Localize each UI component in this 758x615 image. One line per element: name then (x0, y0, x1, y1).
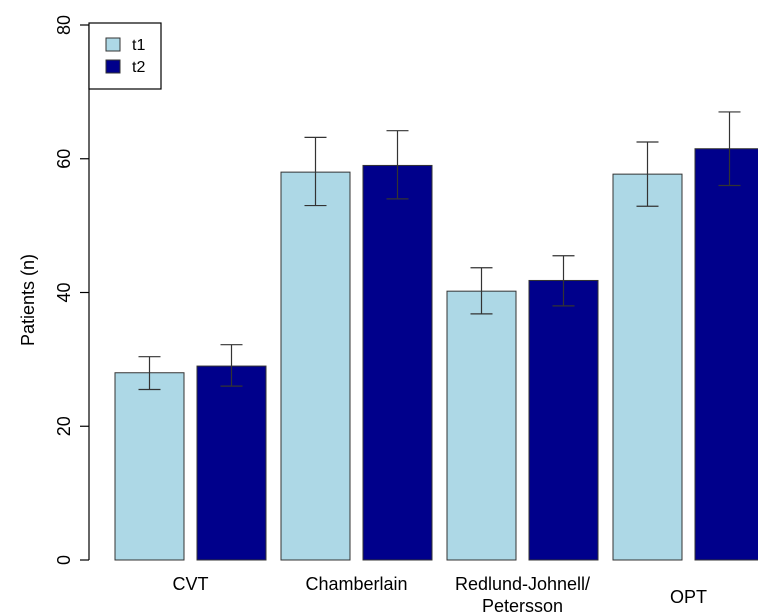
legend-label-t2: t2 (132, 59, 145, 76)
category-labels: CVT Chamberlain Redlund-Johnell/Petersson O… (173, 574, 708, 615)
category-label: OPT (670, 587, 707, 607)
bar-t2 (196, 365, 267, 561)
legend-box (88, 22, 162, 90)
bar-t2 (362, 164, 433, 561)
bar-t1 (114, 372, 185, 561)
category-label-line: Redlund-Johnell/ (455, 574, 590, 594)
y-tick-label: 40 (54, 282, 74, 302)
y-tick-label: 60 (54, 149, 74, 169)
error-bars (138, 111, 741, 391)
y-axis-label: Patients (n) (18, 254, 38, 346)
bar-t1 (612, 173, 683, 561)
bar-t2 (694, 148, 758, 561)
bar-t1 (280, 171, 351, 561)
y-tick-label: 20 (54, 416, 74, 436)
legend-swatch-t1 (105, 37, 121, 52)
legend-label-t1: t1 (132, 37, 145, 54)
legend-swatch-t2 (105, 59, 121, 74)
bar-t1 (446, 290, 517, 561)
bars (114, 148, 758, 561)
category-label: Chamberlain (305, 574, 407, 594)
bar-t2 (528, 279, 599, 561)
category-label: Redlund-Johnell/Petersson (455, 574, 590, 615)
category-label-line: Petersson (482, 596, 563, 615)
category-label-line: OPT (670, 587, 707, 607)
category-label-line: Chamberlain (305, 574, 407, 594)
y-tick-label: 0 (54, 555, 74, 565)
category-label: CVT (173, 574, 209, 594)
y-tick-label: 80 (54, 15, 74, 35)
category-label-line: CVT (173, 574, 209, 594)
y-axis: 0 20 40 60 80 (54, 15, 90, 565)
